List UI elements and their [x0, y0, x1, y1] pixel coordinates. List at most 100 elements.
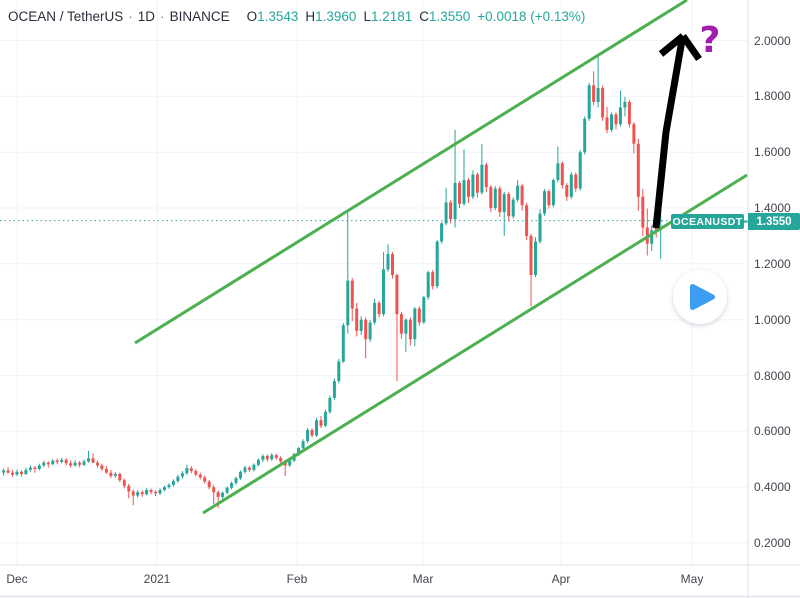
last-price-axis-tag: 1.3550	[748, 213, 800, 230]
channel-line-lower[interactable]	[202, 173, 748, 515]
candle	[493, 186, 497, 211]
candle	[154, 490, 158, 497]
candle	[319, 416, 323, 428]
candle	[636, 138, 640, 211]
candle	[212, 484, 216, 504]
candle	[462, 149, 466, 206]
candle	[261, 454, 265, 462]
ohlc-letter: H	[305, 9, 316, 24]
price-tick-label: 1.2000	[754, 256, 791, 271]
candle	[659, 209, 663, 259]
candle	[453, 129, 457, 228]
channel-line-upper[interactable]	[134, 0, 688, 345]
candle	[323, 409, 327, 428]
up-arrow-annotation[interactable]	[652, 33, 702, 229]
candle	[122, 478, 126, 489]
time-tick-label: 2021	[143, 572, 171, 586]
candle	[650, 225, 654, 251]
candle	[475, 172, 479, 198]
ohlc-value: 1.3960	[315, 9, 357, 24]
candle	[163, 485, 166, 492]
candle	[435, 240, 439, 289]
time-tick-label: Feb	[286, 572, 308, 586]
candle	[645, 208, 649, 256]
candle	[270, 453, 274, 461]
play-button[interactable]	[673, 270, 727, 324]
candle	[185, 464, 189, 475]
candle	[37, 463, 41, 471]
symbol-price-flag[interactable]: OCEANUSDT	[671, 214, 744, 229]
candle	[404, 318, 408, 352]
candle	[167, 483, 171, 489]
candle	[341, 323, 345, 363]
legend-separator: ·	[128, 9, 133, 24]
candle	[96, 460, 99, 468]
candle	[113, 471, 117, 478]
candle	[6, 467, 10, 474]
candle	[520, 183, 524, 211]
candle	[471, 170, 475, 200]
candle	[618, 90, 622, 127]
candle	[386, 244, 390, 272]
candle	[574, 172, 578, 192]
last-price-text: 1.3550	[756, 215, 792, 228]
candle	[149, 488, 153, 495]
candle	[33, 466, 37, 473]
candle	[502, 191, 506, 236]
candle	[243, 465, 247, 474]
price-tick-label: 1.4000	[754, 201, 791, 215]
candle	[364, 317, 368, 359]
candle	[234, 476, 238, 485]
candle	[480, 143, 484, 195]
candle	[583, 116, 587, 155]
candle	[69, 460, 73, 468]
candle	[417, 306, 421, 326]
symbol-title[interactable]: OCEAN / TetherUS	[8, 9, 124, 24]
grid	[0, 0, 748, 565]
candle	[60, 457, 64, 464]
candle	[534, 237, 537, 278]
candle	[136, 490, 140, 498]
price-tick-label: 0.2000	[754, 536, 791, 550]
candle	[131, 489, 135, 506]
candle	[444, 187, 448, 226]
candle	[368, 320, 372, 342]
play-icon	[690, 284, 715, 310]
candle	[256, 458, 260, 467]
candle	[614, 112, 618, 130]
candle	[346, 212, 350, 334]
candle	[230, 481, 234, 490]
candle	[180, 471, 184, 479]
candle	[601, 85, 605, 121]
candle	[310, 428, 314, 438]
candle	[28, 465, 32, 472]
interval-label[interactable]: 1D	[137, 9, 156, 24]
candle	[301, 439, 305, 450]
candle	[560, 161, 564, 189]
candle	[551, 178, 555, 208]
legend-separator: ·	[160, 9, 165, 24]
candle	[632, 122, 636, 154]
ohlc-letter: O	[246, 9, 258, 24]
candle	[422, 295, 426, 324]
time-tick-label: Dec	[6, 572, 28, 586]
ohlc-letter: C	[419, 9, 429, 24]
candle	[610, 112, 613, 133]
price-tick-label: 1.0000	[754, 312, 791, 327]
candle	[484, 162, 488, 192]
question-mark-annotation[interactable]: ?	[700, 20, 721, 61]
candle	[279, 455, 283, 464]
candle	[458, 180, 461, 208]
candle	[2, 468, 6, 476]
candle	[176, 474, 180, 483]
candle	[426, 270, 430, 300]
candle	[82, 459, 86, 466]
candle	[543, 189, 546, 216]
candle	[592, 71, 596, 106]
candle	[225, 486, 229, 495]
candle	[51, 459, 55, 466]
candle	[109, 469, 113, 479]
candle	[350, 277, 354, 322]
candle	[373, 298, 377, 325]
